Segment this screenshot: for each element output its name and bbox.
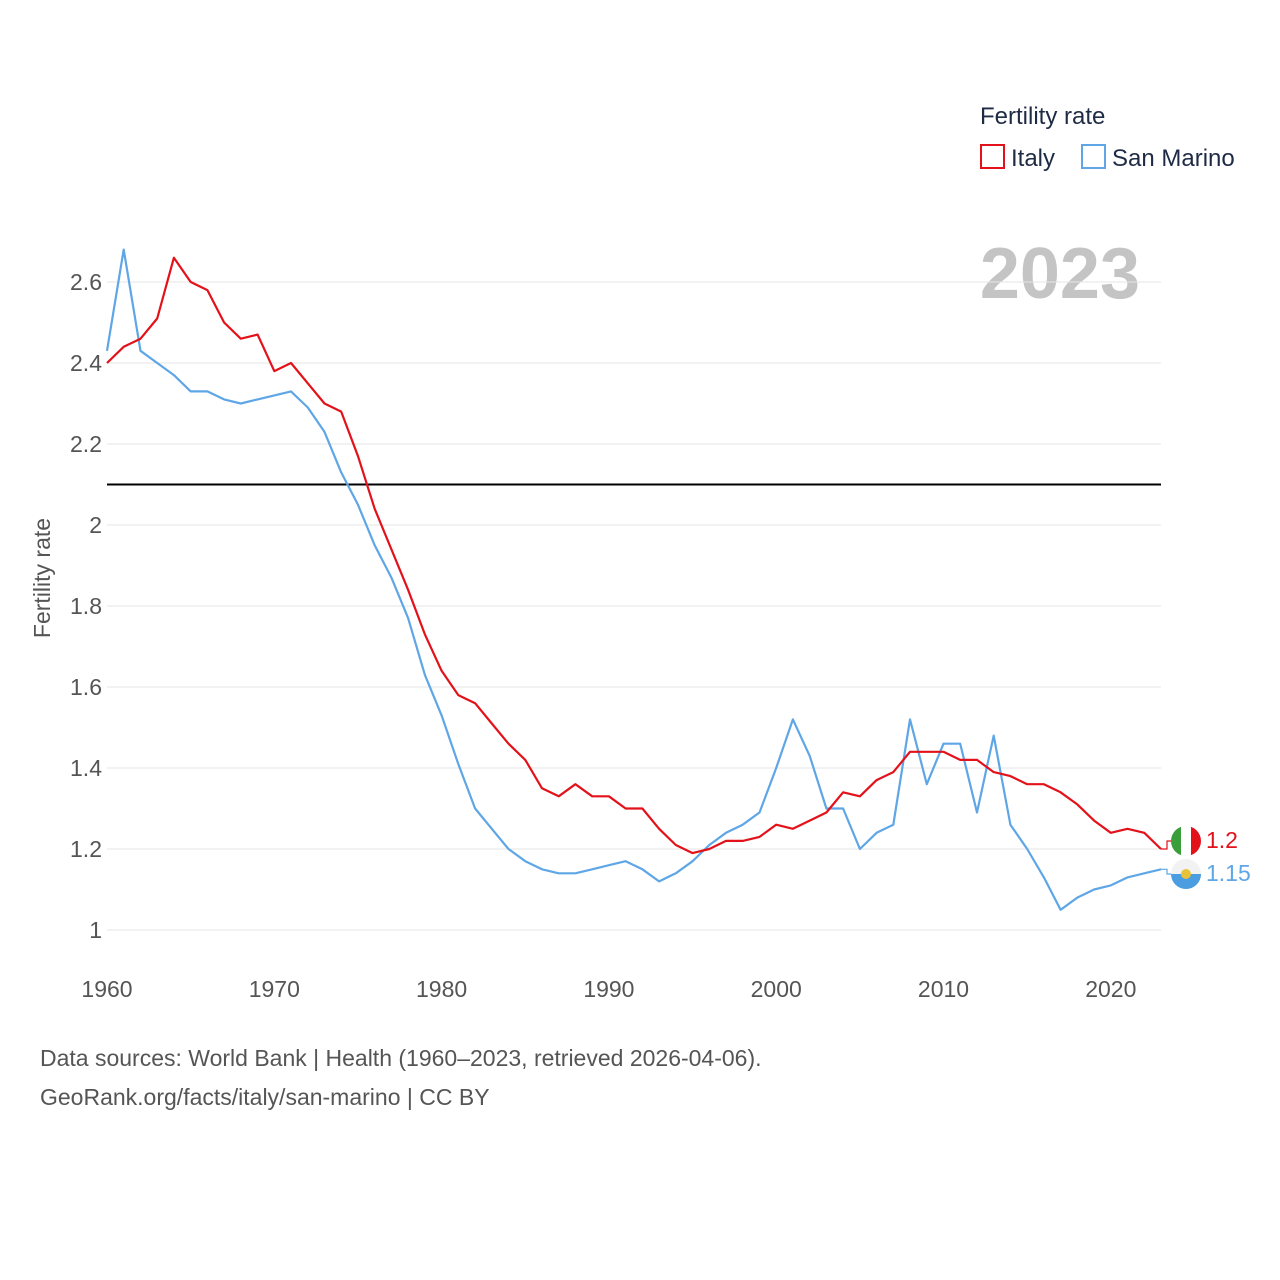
y-tick-label: 1	[89, 917, 102, 943]
y-axis-label: Fertility rate	[29, 518, 55, 638]
y-axis-ticks: 1 1.2 1.4 1.6 1.8 2 2.2 2.4 2.6	[70, 269, 102, 943]
end-connector	[1161, 840, 1171, 850]
x-tick-label: 2000	[751, 976, 802, 1002]
attribution-link[interactable]: GeoRank.org/facts/italy/san-marino | CC …	[40, 1084, 490, 1110]
x-tick-label: 1990	[583, 976, 634, 1002]
legend-swatch-san-marino	[1081, 144, 1106, 169]
y-tick-label: 1.6	[70, 674, 102, 700]
legend-item-italy[interactable]: Italy	[980, 144, 1055, 172]
x-tick-label: 2010	[918, 976, 969, 1002]
legend-swatch-italy	[980, 144, 1005, 169]
year-label: 2023	[980, 234, 1140, 314]
legend-label-san-marino: San Marino	[1112, 145, 1235, 172]
source-line: Data sources: World Bank | Health (1960–…	[40, 1045, 762, 1071]
legend: Fertility rate Italy San Marino	[980, 103, 1235, 172]
legend-title: Fertility rate	[980, 103, 1105, 130]
end-labels: 1.2 1.15	[1206, 827, 1251, 886]
y-tick-label: 2.6	[70, 269, 102, 295]
series-lines	[105, 248, 1171, 911]
y-tick-label: 1.8	[70, 593, 102, 619]
legend-item-san-marino[interactable]: San Marino	[1081, 144, 1235, 172]
x-tick-label: 2020	[1085, 976, 1136, 1002]
end-label-italy: 1.2	[1206, 827, 1238, 853]
end-label-san-marino: 1.15	[1206, 860, 1251, 886]
end-connector	[1161, 868, 1171, 875]
x-axis-ticks: 1960 1970 1980 1990 2000 2010 2020	[81, 976, 1136, 1002]
fertility-rate-chart: Fertility rate Italy San Marino 2023 Fer…	[29, 103, 1251, 1002]
y-tick-label: 1.4	[70, 755, 102, 781]
x-tick-label: 1970	[249, 976, 300, 1002]
series-line-san-marino[interactable]	[105, 248, 1162, 911]
y-tick-label: 2.4	[70, 350, 102, 376]
y-tick-label: 1.2	[70, 836, 102, 862]
legend-label-italy: Italy	[1011, 145, 1055, 172]
san-marino-flag-icon	[1171, 859, 1201, 889]
x-tick-label: 1960	[81, 976, 132, 1002]
gridlines	[107, 281, 1161, 931]
y-tick-label: 2	[89, 512, 102, 538]
y-tick-label: 2.2	[70, 431, 102, 457]
series-line-italy[interactable]	[106, 256, 1162, 855]
italy-flag-icon	[1171, 826, 1201, 856]
x-tick-label: 1980	[416, 976, 467, 1002]
